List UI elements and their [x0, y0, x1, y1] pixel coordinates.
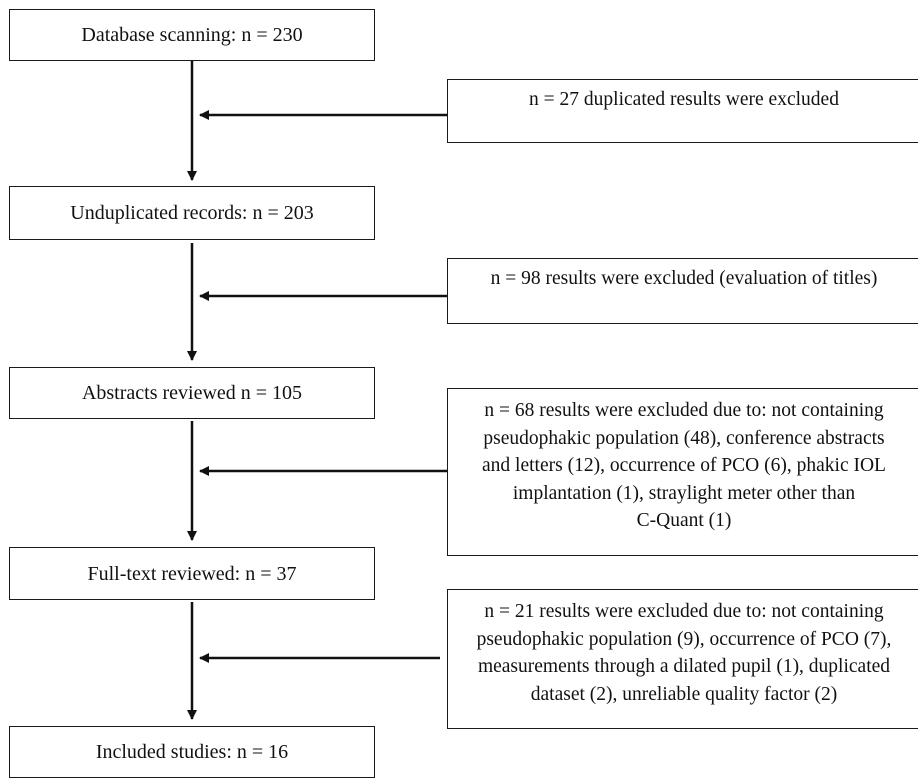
stage-label: Unduplicated records: n = 203	[70, 202, 314, 224]
exclusion-duplicates: n = 27 duplicated results were excluded	[447, 79, 918, 143]
stage-label: Full-text reviewed: n = 37	[87, 562, 297, 585]
stage-label: Abstracts reviewed n = 105	[81, 382, 303, 404]
exclusion-abstracts: n = 68 results were excluded due to: not…	[447, 388, 918, 556]
stage-abstracts-reviewed: Abstracts reviewed n = 105	[9, 367, 375, 419]
exclusion-line: n = 21 results were excluded due to: not…	[484, 601, 884, 622]
stage-unduplicated-records: Unduplicated records: n = 203	[9, 186, 375, 240]
exclusion-line: pseudophakic population (9), occurrence …	[476, 628, 892, 650]
stage-database-scanning: Database scanning: n = 230	[9, 9, 375, 61]
exclusion-line: dataset (2), unreliable quality factor (…	[530, 683, 838, 705]
exclusion-text: n = 21 results were excluded due to: not…	[471, 590, 898, 708]
exclusion-text: n = 98 results were excluded (evaluation…	[490, 268, 878, 289]
stage-label: Database scanning: n = 230	[81, 24, 303, 46]
exclusion-line: and letters (12), occurrence of PCO (6),…	[482, 455, 886, 476]
exclusion-text: n = 27 duplicated results were excluded	[529, 89, 839, 110]
exclusion-line: measurements through a dilated pupil (1)…	[477, 656, 891, 677]
exclusion-line: implantation (1), straylight meter other…	[512, 482, 856, 504]
exclusion-line: pseudophakic population (48), conference…	[483, 427, 885, 449]
exclusion-full-text: n = 21 results were excluded due to: not…	[447, 589, 918, 729]
exclusion-titles: n = 98 results were excluded (evaluation…	[447, 258, 918, 324]
stage-included-studies: Included studies: n = 16	[9, 726, 375, 778]
stage-full-text-reviewed: Full-text reviewed: n = 37	[9, 547, 375, 600]
exclusion-line: C-Quant (1)	[636, 510, 732, 531]
exclusion-line: n = 68 results were excluded due to: not…	[484, 400, 884, 421]
stage-label: Included studies: n = 16	[95, 741, 289, 763]
exclusion-text: n = 68 results were excluded due to: not…	[476, 389, 892, 535]
